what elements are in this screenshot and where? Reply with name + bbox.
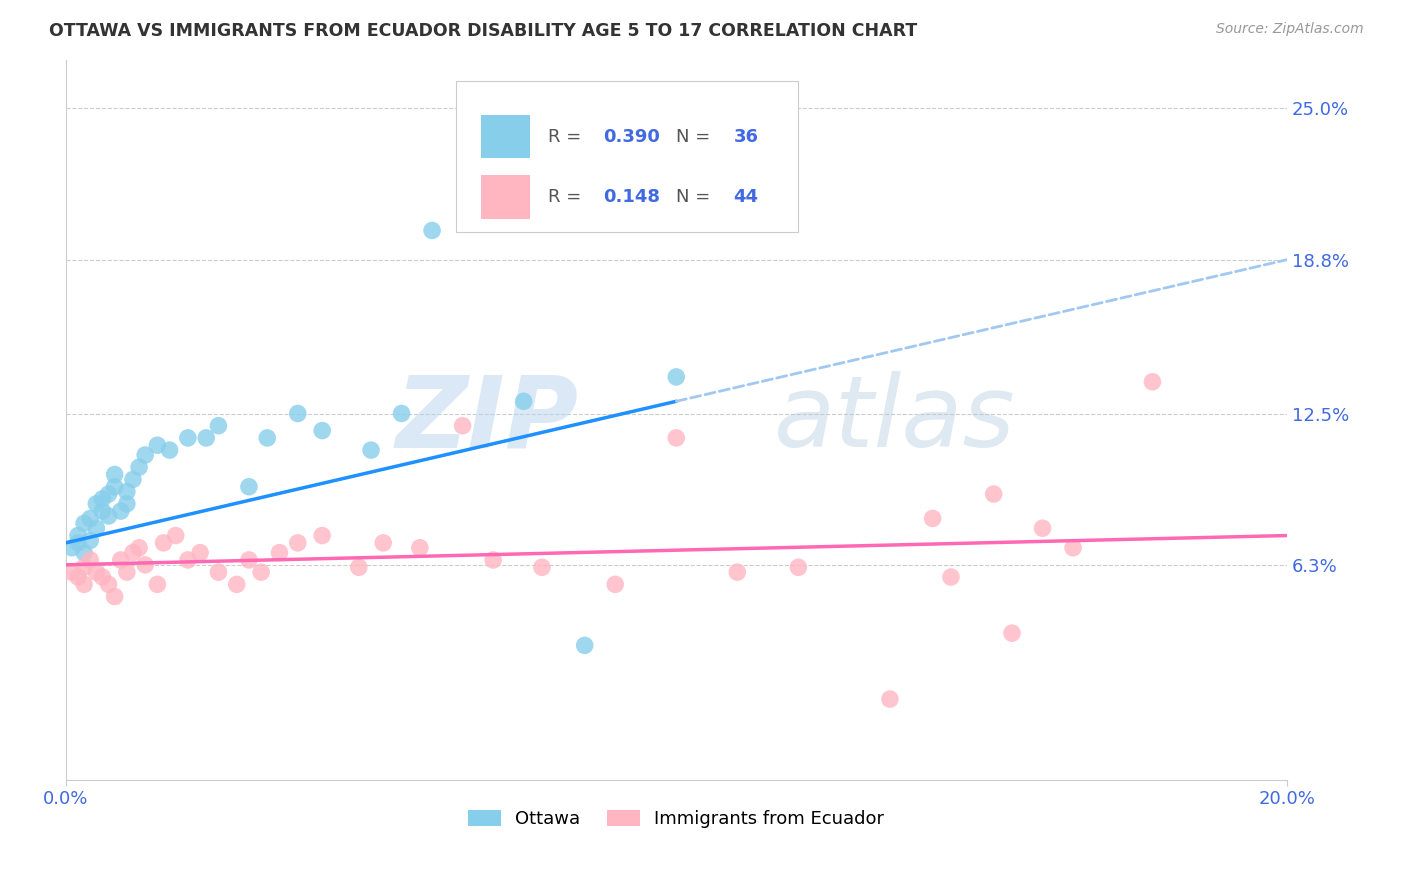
Point: [122, 546, 145, 560]
Point: [347, 560, 370, 574]
Point: [91, 491, 114, 506]
Point: [122, 472, 145, 486]
Point: [104, 467, 127, 482]
Point: [104, 590, 127, 604]
Point: [983, 487, 1005, 501]
Point: [152, 536, 174, 550]
Point: [73, 577, 96, 591]
Point: [134, 558, 156, 572]
Point: [256, 431, 278, 445]
Point: [373, 536, 395, 550]
Point: [110, 504, 132, 518]
Point: [86, 565, 108, 579]
Point: [128, 460, 150, 475]
Point: [725, 565, 748, 579]
Point: [238, 480, 260, 494]
Point: [512, 394, 534, 409]
Point: [79, 553, 101, 567]
Text: 36: 36: [734, 128, 759, 145]
Point: [159, 443, 181, 458]
Point: [177, 553, 200, 567]
Point: [97, 508, 120, 523]
Text: Source: ZipAtlas.com: Source: ZipAtlas.com: [1216, 22, 1364, 37]
Point: [420, 223, 443, 237]
Point: [165, 528, 187, 542]
Point: [238, 553, 260, 567]
Point: [73, 560, 96, 574]
Text: 0.148: 0.148: [603, 188, 659, 206]
Point: [86, 497, 108, 511]
Point: [97, 577, 120, 591]
Point: [1142, 375, 1164, 389]
Point: [787, 560, 810, 574]
Point: [1001, 626, 1024, 640]
Point: [60, 541, 83, 555]
Point: [1062, 541, 1084, 555]
Point: [311, 528, 333, 542]
Text: R =: R =: [548, 128, 588, 145]
Point: [146, 438, 169, 452]
Point: [115, 497, 138, 511]
Point: [879, 692, 901, 706]
Point: [225, 577, 247, 591]
Text: N =: N =: [676, 188, 716, 206]
Point: [287, 536, 309, 550]
Point: [91, 570, 114, 584]
Point: [665, 370, 688, 384]
Text: 0.390: 0.390: [603, 128, 659, 145]
Point: [110, 553, 132, 567]
Point: [409, 541, 432, 555]
Point: [146, 577, 169, 591]
Text: atlas: atlas: [773, 371, 1015, 468]
Point: [451, 418, 474, 433]
Point: [311, 424, 333, 438]
Text: OTTAWA VS IMMIGRANTS FROM ECUADOR DISABILITY AGE 5 TO 17 CORRELATION CHART: OTTAWA VS IMMIGRANTS FROM ECUADOR DISABI…: [49, 22, 918, 40]
Point: [482, 553, 505, 567]
Point: [66, 570, 89, 584]
Point: [1031, 521, 1053, 535]
Point: [66, 528, 89, 542]
Legend: Ottawa, Immigrants from Ecuador: Ottawa, Immigrants from Ecuador: [461, 803, 891, 836]
Point: [66, 536, 89, 550]
Point: [207, 565, 229, 579]
Point: [574, 639, 596, 653]
FancyBboxPatch shape: [481, 115, 530, 159]
Point: [605, 577, 627, 591]
Point: [177, 431, 200, 445]
Point: [73, 546, 96, 560]
Text: 44: 44: [734, 188, 759, 206]
Point: [530, 560, 553, 574]
Point: [128, 541, 150, 555]
Point: [188, 546, 211, 560]
Point: [250, 565, 273, 579]
Text: N =: N =: [676, 128, 716, 145]
Point: [195, 431, 218, 445]
Text: ZIP: ZIP: [395, 371, 579, 468]
Point: [269, 546, 291, 560]
Point: [60, 565, 83, 579]
Point: [91, 504, 114, 518]
Point: [86, 521, 108, 535]
FancyBboxPatch shape: [481, 176, 530, 219]
Point: [665, 431, 688, 445]
FancyBboxPatch shape: [457, 81, 799, 233]
Point: [207, 418, 229, 433]
Point: [115, 565, 138, 579]
Text: R =: R =: [548, 188, 588, 206]
Point: [115, 484, 138, 499]
Point: [360, 443, 382, 458]
Point: [287, 407, 309, 421]
Point: [391, 407, 413, 421]
Point: [97, 487, 120, 501]
Point: [939, 570, 962, 584]
Point: [79, 511, 101, 525]
Point: [104, 480, 127, 494]
Point: [134, 448, 156, 462]
Point: [73, 516, 96, 531]
Point: [79, 533, 101, 548]
Point: [921, 511, 943, 525]
